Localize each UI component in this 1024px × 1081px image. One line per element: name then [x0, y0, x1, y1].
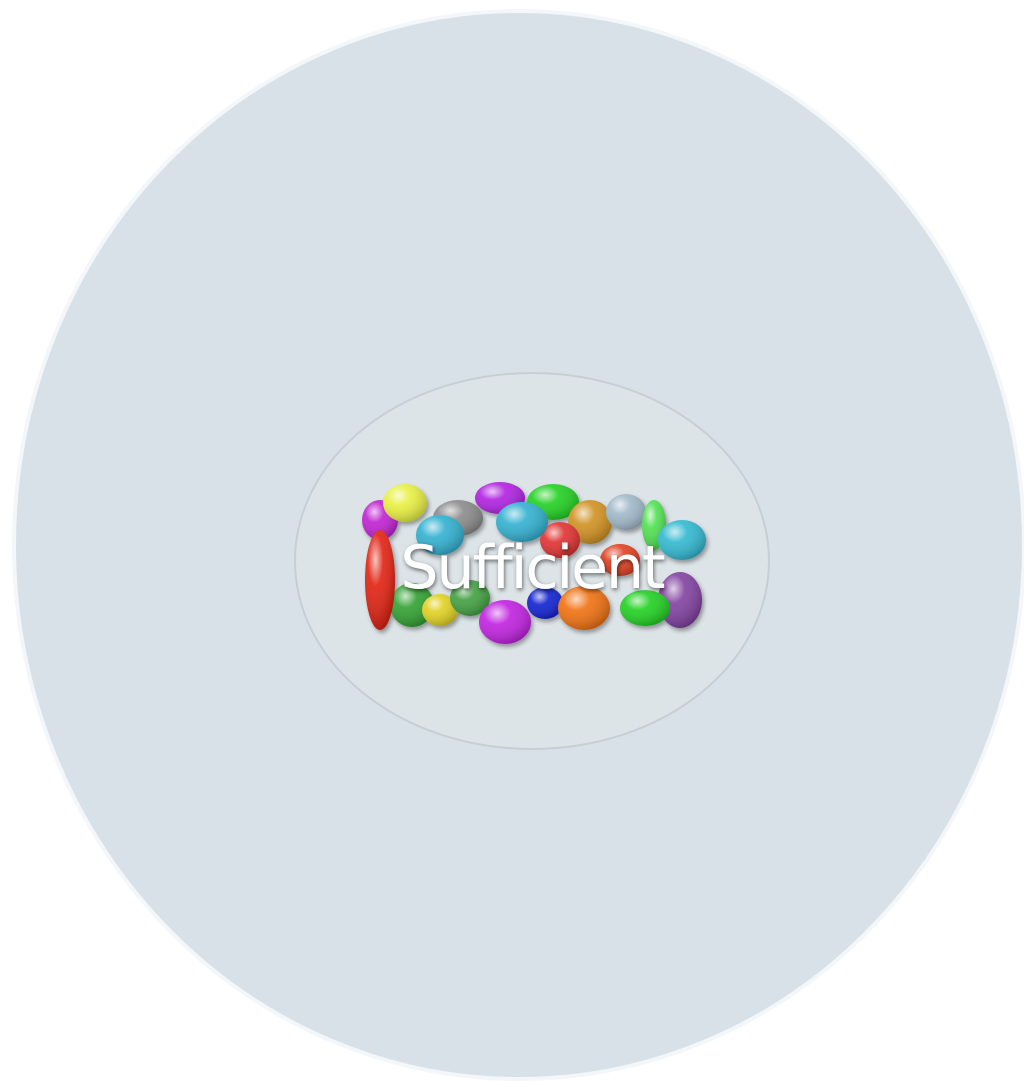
label: Sufficient: [400, 533, 665, 603]
page: Sufficient (() => { const data = JSON.pa…: [0, 0, 1024, 1081]
candy: [383, 484, 427, 522]
candy: [606, 494, 646, 530]
candy: [658, 520, 706, 560]
candy: [365, 530, 395, 630]
candy: [479, 600, 531, 644]
diagram: Sufficient: [0, 0, 1024, 1081]
